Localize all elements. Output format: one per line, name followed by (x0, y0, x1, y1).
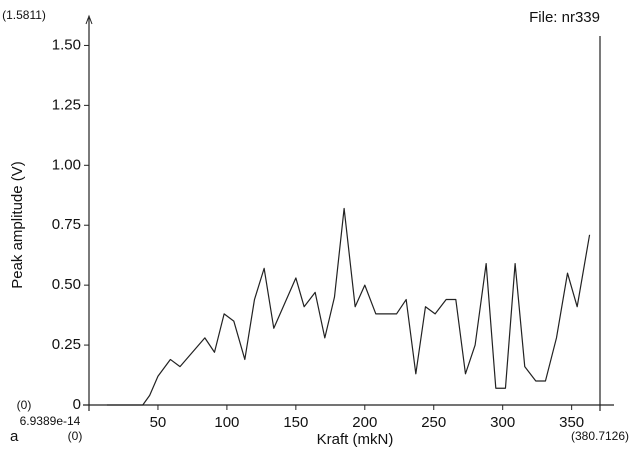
panel-label: a (10, 428, 19, 445)
x-max-label: (380.7126) (571, 429, 629, 443)
y-tick-label: 1.50 (52, 36, 81, 53)
chart-title: File: nr339 (529, 9, 600, 26)
y-tick-label: 0.25 (52, 336, 81, 353)
y-tick-label: 0.75 (52, 216, 81, 233)
x-tick-label: 50 (150, 414, 167, 431)
x-tick-label: 300 (490, 414, 515, 431)
x-start-label: 6.9389e-14 (20, 414, 81, 428)
x-tick-label: 100 (214, 414, 239, 431)
y-max-label: (1.5811) (2, 8, 46, 22)
x-min-label: (0) (68, 429, 83, 443)
x-tick-label: 350 (559, 414, 584, 431)
x-tick-label: 250 (421, 414, 446, 431)
y-tick-label: 1.00 (52, 156, 81, 173)
y-tick-label: 0.50 (52, 276, 81, 293)
y-axis-arrow (85, 14, 93, 25)
x-axis-label: Kraft (mkN) (317, 431, 394, 448)
data-line (106, 207, 591, 406)
y-tick-label: 1.25 (52, 96, 81, 113)
x-tick-label: 200 (352, 414, 377, 431)
y-tick-label: 0 (73, 396, 81, 413)
x-tick-label: 150 (283, 414, 308, 431)
y-axis-label: Peak amplitude (V) (9, 161, 26, 289)
y-min-label: (0) (17, 398, 32, 412)
